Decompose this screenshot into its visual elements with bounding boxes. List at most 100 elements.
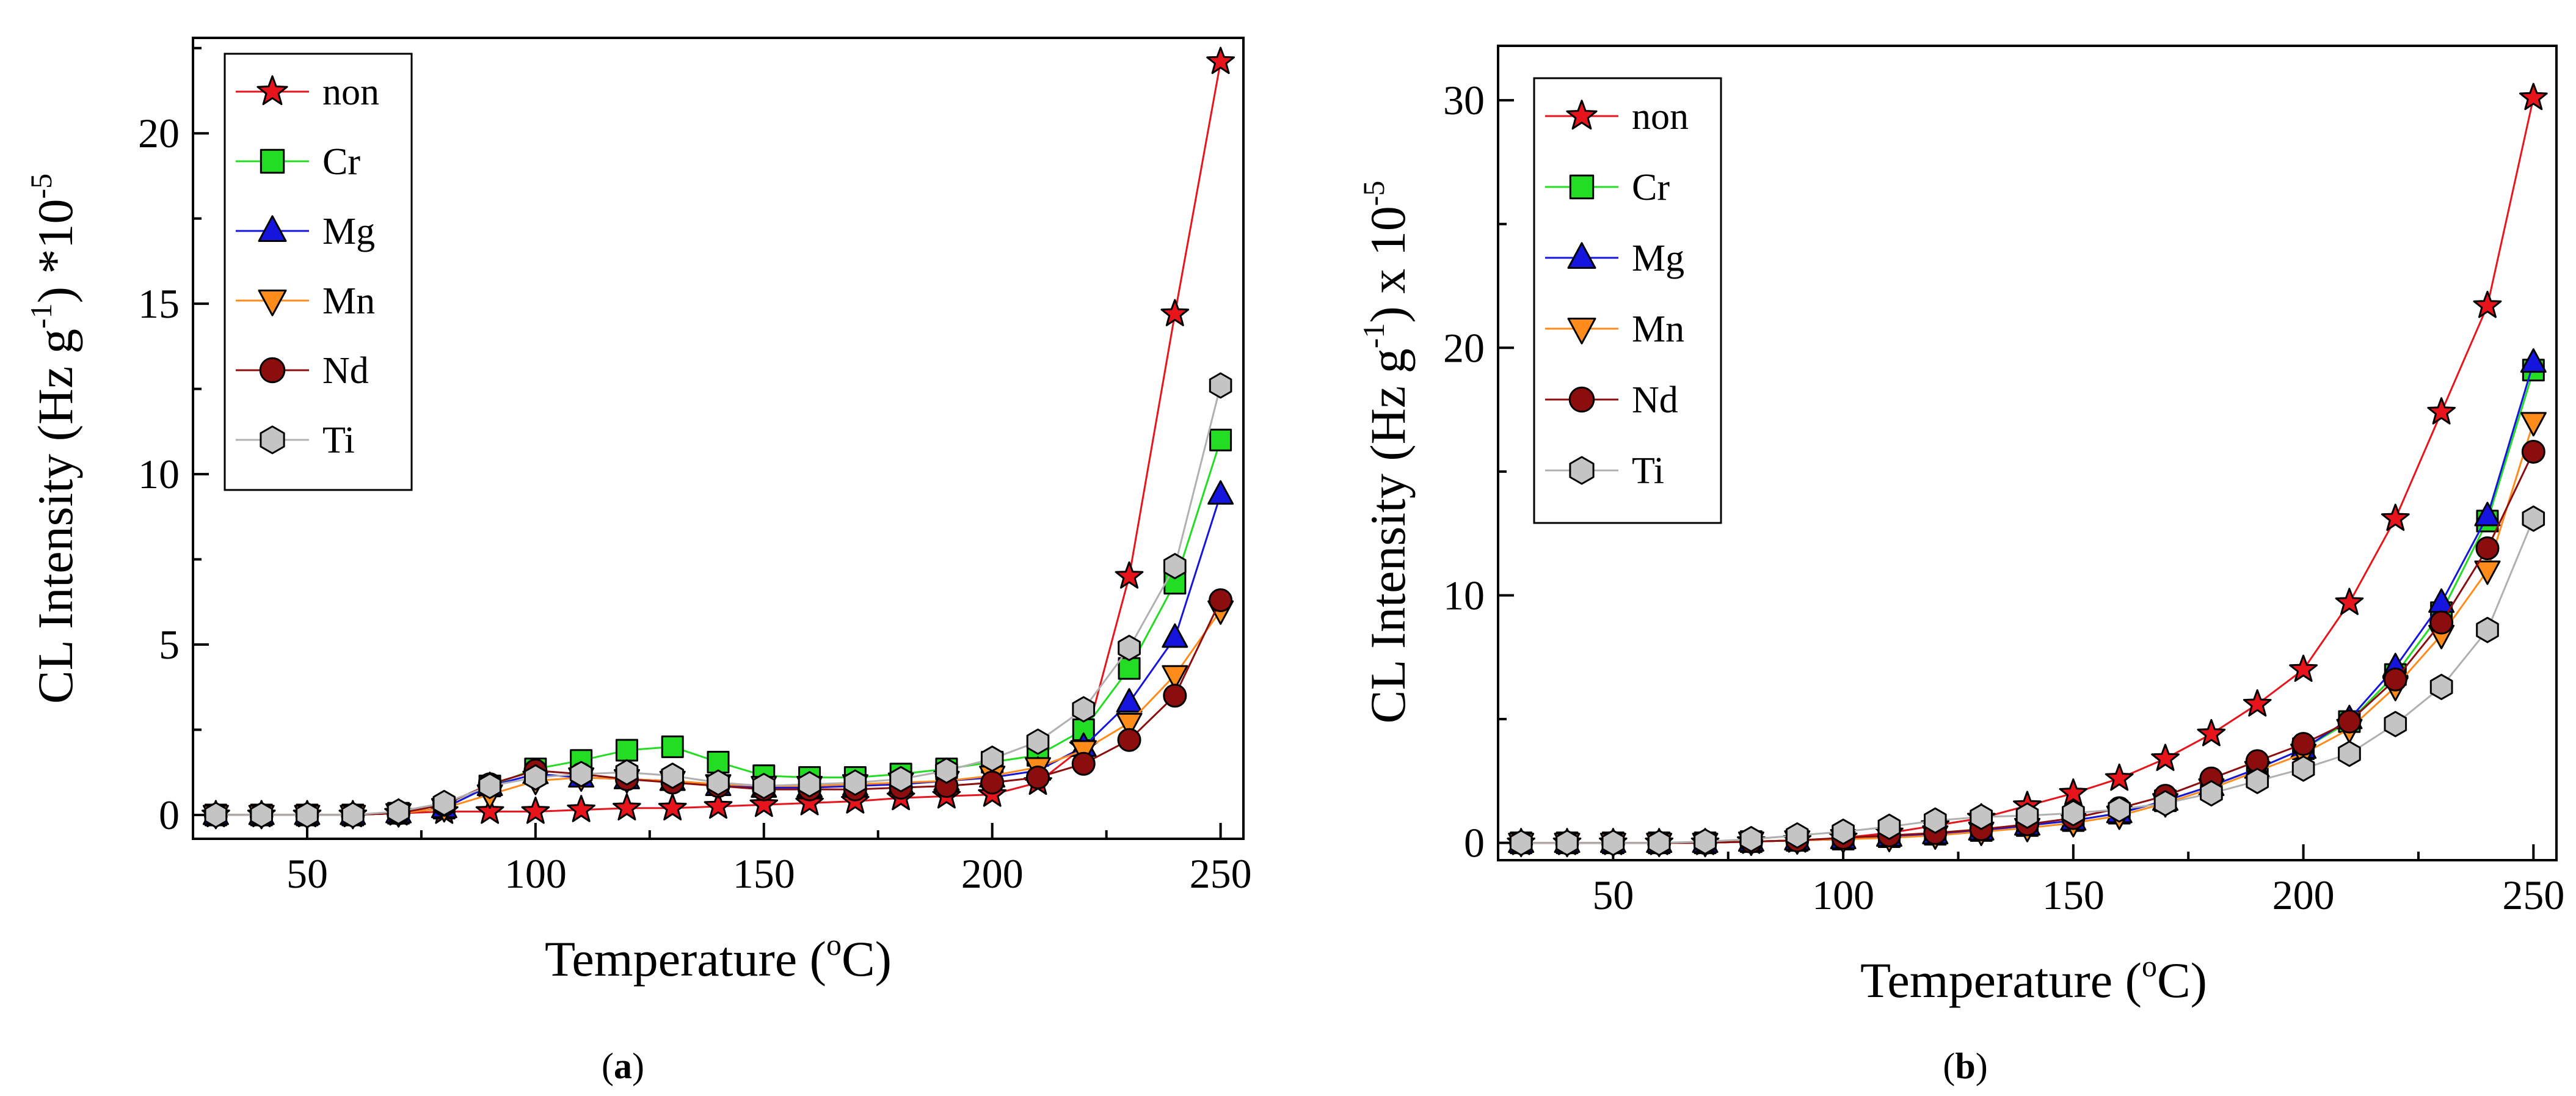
legend-box (224, 53, 413, 491)
data-point-Ti (2338, 740, 2361, 767)
data-point-Cr (661, 735, 684, 758)
data-point-Ti (1739, 826, 1763, 853)
data-point-Cr (1209, 428, 1232, 451)
data-point-Ti (980, 745, 1004, 772)
data-point-Mg (2520, 348, 2547, 373)
data-point-Ti (2108, 796, 2131, 823)
data-point-non (2473, 290, 2502, 318)
data-point-Ti (250, 802, 273, 828)
legend-marker-Mn (258, 290, 287, 316)
x-axis-title: Temperature (oC) (1860, 949, 2207, 1008)
data-point-Ti (935, 757, 958, 784)
data-point-Ti (204, 802, 228, 828)
x-tick-label: 250 (1190, 850, 1252, 897)
data-point-Ti (2246, 767, 2269, 794)
data-point-Nd (980, 770, 1005, 795)
data-point-Nd (1117, 728, 1141, 752)
x-tick-label: 100 (1812, 872, 1874, 918)
data-point-non (567, 795, 595, 822)
data-point-non (2427, 397, 2456, 425)
data-point-Mn (1116, 712, 1143, 737)
data-point-Ti (478, 773, 501, 799)
data-point-non (704, 791, 733, 819)
data-point-Ti (843, 769, 867, 796)
data-point-Ti (1209, 372, 1232, 399)
data-point-non (2197, 718, 2226, 747)
x-axis-title: Temperature (oC) (545, 927, 892, 987)
data-point-non (475, 796, 504, 824)
legend-label-non: non (1632, 96, 1689, 137)
data-point-Cr (615, 739, 638, 762)
x-tick-label: 50 (286, 850, 328, 897)
y-tick-label: 10 (138, 451, 180, 497)
legend-marker-Ti (260, 425, 285, 455)
y-tick-label: 30 (1443, 77, 1485, 123)
data-point-Ti (2153, 790, 2177, 817)
data-point-Nd (2383, 667, 2407, 692)
data-point-Ti (1555, 830, 1579, 857)
legend-box (1533, 77, 1722, 524)
legend-marker-non (1566, 100, 1598, 130)
data-point-Ti (1026, 728, 1050, 755)
data-point-Ti (2522, 505, 2545, 532)
data-point-Ti (2429, 673, 2453, 700)
data-point-Ti (2200, 780, 2223, 807)
data-point-Ti (615, 759, 639, 786)
legend-label-Ti: Ti (1632, 450, 1664, 492)
legend-marker-Cr (1569, 174, 1595, 200)
data-point-non (658, 793, 687, 820)
data-point-Cr (1118, 657, 1141, 680)
data-point-non (2243, 689, 2272, 717)
data-point-Ti (1877, 813, 1901, 840)
legend: non Cr Mg Mn Nd Ti (224, 53, 413, 491)
data-point-Nd (2521, 439, 2545, 464)
panel-label: (a) (602, 1046, 644, 1086)
legend-label-Nd: Nd (322, 350, 369, 392)
data-point-Mg (1162, 623, 1188, 648)
y-tick-label: 20 (1443, 324, 1485, 371)
legend-label-Nd: Nd (1632, 379, 1678, 421)
legend-label-Cr: Cr (1632, 167, 1670, 208)
data-point-non (2289, 654, 2318, 682)
legend-label-Mn: Mn (1632, 309, 1684, 350)
data-point-non (2059, 778, 2088, 806)
data-point-Ti (387, 798, 410, 825)
data-point-Ti (2476, 616, 2499, 643)
data-point-Ti (569, 761, 593, 787)
data-point-non (1160, 299, 1190, 326)
y-axis-title: CL Intensity (Hz g-1) *10-5 (24, 174, 83, 704)
series-Ti (1509, 505, 2545, 857)
data-point-Nd (1025, 765, 1050, 790)
data-point-non (795, 787, 824, 816)
data-point-Ti (524, 764, 547, 791)
data-point-Ti (1832, 818, 1855, 845)
data-point-Ti (296, 802, 319, 828)
legend-label-Mg: Mg (1632, 238, 1684, 279)
series-Ti (204, 372, 1232, 828)
y-tick-label: 5 (159, 621, 180, 668)
data-point-Ti (341, 802, 365, 828)
data-point-Nd (1071, 751, 1096, 776)
legend-marker-Nd (259, 357, 286, 384)
data-point-Ti (1509, 830, 1533, 857)
data-point-Nd (2475, 536, 2500, 560)
legend-label-Mn: Mn (322, 280, 375, 322)
data-point-Nd (1163, 684, 1187, 708)
data-point-Ti (661, 762, 684, 789)
legend-marker-Mn (1567, 318, 1596, 345)
data-point-Ti (752, 773, 776, 799)
data-point-Ti (1647, 830, 1671, 857)
data-point-Mn (2520, 412, 2547, 437)
data-point-non (2335, 588, 2364, 615)
data-point-non (2381, 503, 2410, 531)
data-point-Ti (432, 789, 456, 816)
data-point-Ti (1694, 828, 1717, 855)
data-point-Ti (2384, 711, 2407, 737)
legend-marker-Mg (1567, 242, 1596, 269)
data-point-Ti (707, 769, 730, 796)
y-tick-label: 0 (1464, 820, 1485, 866)
data-point-non (521, 796, 550, 824)
chart-panel-b: 50 100 150 200 250 0 10 20 30 non Cr Mg Mn Nd Ti Temper… (1356, 45, 2564, 1086)
